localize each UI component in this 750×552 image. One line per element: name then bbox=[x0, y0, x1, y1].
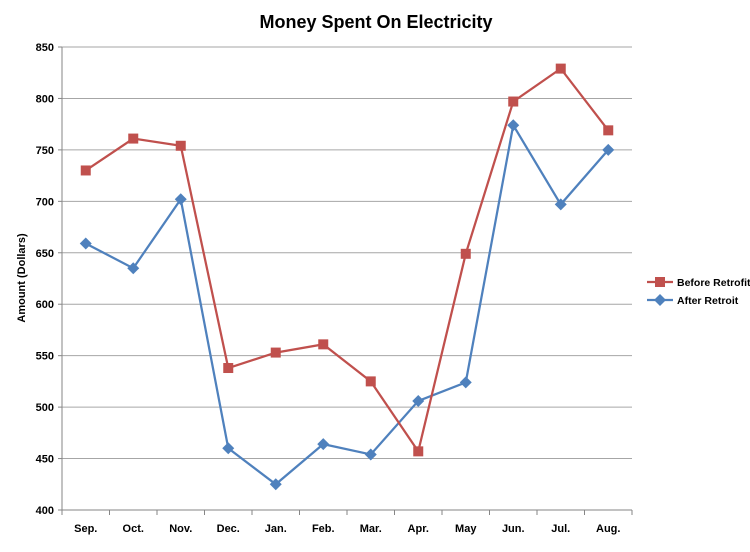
diamond-marker bbox=[412, 394, 425, 407]
square-marker bbox=[318, 339, 329, 350]
diamond-marker bbox=[174, 193, 187, 206]
diamond-marker bbox=[459, 376, 472, 389]
square-marker bbox=[223, 363, 234, 374]
square-marker bbox=[555, 63, 566, 74]
diamond-marker bbox=[654, 294, 666, 306]
y-tick-label: 550 bbox=[36, 351, 54, 363]
x-tick-label: Sep. bbox=[74, 523, 97, 535]
x-tick-label: Apr. bbox=[408, 523, 429, 535]
legend-item: Before Retrofit bbox=[647, 277, 750, 289]
diamond-marker bbox=[222, 442, 235, 455]
series-line bbox=[85, 67, 610, 455]
x-tick-label: Jul. bbox=[551, 523, 570, 535]
x-tick-label: Jan. bbox=[265, 523, 287, 535]
series-line bbox=[85, 122, 610, 486]
y-tick-label: 800 bbox=[36, 93, 54, 105]
y-tick-label: 850 bbox=[36, 42, 54, 54]
square-marker bbox=[365, 376, 376, 387]
square-marker bbox=[603, 125, 614, 136]
square-marker bbox=[655, 277, 665, 287]
x-tick-label: Feb. bbox=[312, 523, 335, 535]
series-after-retroit bbox=[79, 119, 615, 491]
diamond-marker bbox=[269, 478, 282, 491]
legend-label: Before Retrofit bbox=[677, 277, 750, 289]
x-tick-label: Jun. bbox=[502, 523, 525, 535]
diamond-marker bbox=[554, 198, 567, 211]
chart-title: Money Spent On Electricity bbox=[259, 12, 492, 32]
x-tick-label: Aug. bbox=[596, 523, 620, 535]
diamond-marker bbox=[602, 143, 615, 156]
diamond-marker bbox=[127, 262, 140, 275]
square-marker bbox=[413, 446, 424, 457]
x-tick-label: Nov. bbox=[169, 523, 192, 535]
diamond-marker bbox=[79, 237, 92, 250]
y-tick-label: 400 bbox=[36, 505, 54, 517]
square-marker bbox=[508, 96, 519, 107]
y-tick-label: 500 bbox=[36, 402, 54, 414]
diamond-marker bbox=[364, 448, 377, 461]
square-marker bbox=[270, 347, 281, 358]
y-tick-label: 600 bbox=[36, 299, 54, 311]
diamond-marker bbox=[317, 438, 330, 451]
diamond-marker bbox=[507, 119, 520, 132]
x-tick-label: May bbox=[455, 523, 477, 535]
legend-item: After Retroit bbox=[647, 294, 739, 307]
x-tick-label: Oct. bbox=[123, 523, 144, 535]
x-tick-label: Mar. bbox=[360, 523, 382, 535]
square-marker bbox=[128, 133, 139, 144]
legend-label: After Retroit bbox=[677, 295, 739, 307]
y-tick-label: 750 bbox=[36, 145, 54, 157]
y-tick-label: 700 bbox=[36, 196, 54, 208]
y-axis-label: Amount (Dollars) bbox=[16, 233, 28, 323]
x-tick-label: Dec. bbox=[217, 523, 240, 535]
y-tick-label: 450 bbox=[36, 454, 54, 466]
series-before-retrofit bbox=[80, 63, 614, 457]
square-marker bbox=[80, 165, 91, 176]
square-marker bbox=[175, 140, 186, 151]
square-marker bbox=[460, 248, 471, 259]
y-tick-label: 650 bbox=[36, 248, 54, 260]
